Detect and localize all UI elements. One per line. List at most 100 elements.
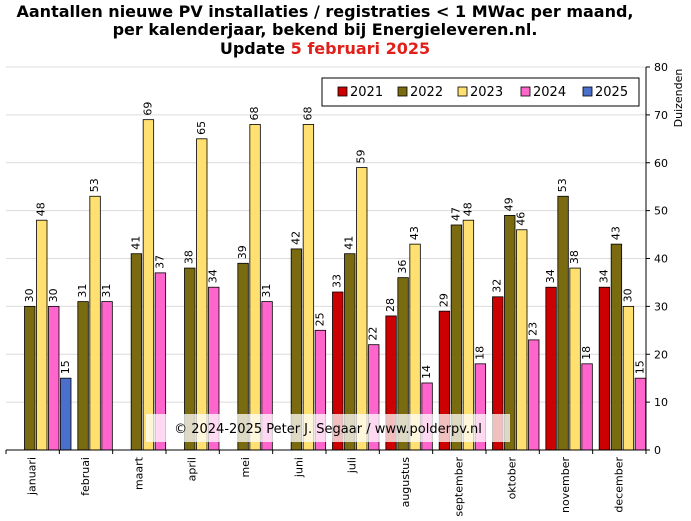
value-label: 23 (527, 322, 540, 336)
bar-2023-januari (36, 219, 48, 451)
legend-label-2021: 2021 (350, 85, 383, 100)
y-tick-label: 50 (654, 205, 668, 218)
bar-2024-november (581, 363, 593, 451)
bar-2023-juni (302, 124, 315, 451)
value-label: 68 (301, 106, 314, 120)
legend-swatch-2023 (457, 86, 468, 97)
x-tick-label: januari (26, 457, 39, 496)
value-label: 18 (580, 346, 593, 360)
value-label: 43 (408, 226, 421, 240)
value-label: 15 (59, 360, 72, 374)
value-label: 37 (153, 255, 166, 269)
legend-label-2025: 2025 (595, 85, 628, 100)
y-tick-label: 30 (654, 300, 668, 313)
value-label: 34 (207, 269, 220, 283)
value-label: 47 (449, 207, 462, 221)
x-tick-label: juli (346, 457, 359, 474)
bar-2025-januari (60, 377, 72, 451)
y-tick-label: 70 (654, 109, 668, 122)
bar-2024-december (634, 377, 647, 451)
axes (5, 66, 650, 454)
bar-2024-oktober (528, 339, 540, 451)
value-label: 28 (384, 298, 397, 312)
copyright-text: © 2024-2025 Peter J. Segaar / www.polder… (174, 422, 482, 437)
x-tick-label: maart (132, 456, 145, 490)
value-label: 48 (461, 202, 474, 216)
value-label: 34 (544, 269, 557, 283)
value-label: 39 (236, 245, 249, 259)
value-label: 65 (195, 121, 208, 135)
x-tick-label: februai (79, 457, 92, 496)
value-labels: 30 48 30 15 31 53 31 41 69 37 38 65 34 39 68 31 42 68 25 33… (23, 102, 647, 379)
legend-swatch-2021 (337, 86, 348, 97)
x-tick-label: mei (239, 457, 252, 478)
value-label: 33 (331, 274, 344, 288)
x-tick-label: november (559, 457, 572, 513)
copyright-box: © 2024-2025 Peter J. Segaar / www.polder… (146, 414, 510, 442)
y-tick-label: 60 (654, 157, 668, 170)
y-tick-label: 10 (654, 396, 668, 409)
bar-2023-maart (142, 119, 155, 451)
bar-2023-oktober (516, 229, 528, 451)
value-label: 38 (183, 250, 196, 264)
chart-title-line-2: per kalenderjaar, bekend bij Energieleve… (113, 20, 538, 39)
y-tick-label: 80 (654, 61, 668, 74)
x-tick-label: december (612, 457, 625, 513)
x-tick-label: april (186, 457, 199, 481)
value-label: 31 (260, 284, 273, 298)
bar-2022-november (557, 195, 569, 451)
bar-2024-januari (48, 305, 60, 451)
x-tick-label: september (452, 457, 465, 517)
value-label: 30 (47, 288, 60, 302)
value-label: 29 (437, 293, 450, 307)
bar-2023-april (196, 138, 208, 451)
value-label: 43 (609, 226, 622, 240)
value-label: 41 (129, 236, 142, 250)
bar-2023-november (569, 267, 581, 451)
value-label: 69 (141, 102, 154, 116)
x-tick-label: oktober (506, 457, 519, 500)
y-axis-label: Duizenden (672, 69, 685, 128)
value-label: 49 (503, 197, 516, 211)
value-label: 25 (313, 312, 326, 326)
y-tick-label: 0 (654, 444, 661, 457)
value-label: 36 (396, 260, 409, 274)
legend-swatch-2022 (397, 86, 408, 97)
value-label: 68 (248, 106, 261, 120)
value-label: 22 (367, 327, 380, 341)
value-label: 18 (473, 346, 486, 360)
y-tick-label: 20 (654, 348, 668, 361)
value-label: 34 (597, 269, 610, 283)
value-label: 31 (76, 284, 89, 298)
y-tick-label: 40 (654, 253, 668, 266)
value-label: 14 (420, 365, 433, 379)
value-label: 53 (88, 178, 101, 192)
bar-2022-maart (130, 253, 143, 451)
value-label: 59 (355, 150, 368, 164)
bar-2023-mei (249, 124, 261, 451)
update-prefix: Update (220, 39, 291, 58)
legend-label-2024: 2024 (533, 85, 566, 100)
value-label: 32 (491, 279, 504, 293)
legend-label-2022: 2022 (410, 85, 443, 100)
x-tick-label: juni (292, 457, 305, 478)
x-tick-labels: januari februai maart april mei juni juli augus… (26, 456, 626, 516)
bar-2021-november (545, 286, 557, 451)
bar-2023-februai (89, 195, 101, 451)
chart-title-line-1: Aantallen nieuwe PV installaties / regis… (17, 2, 634, 21)
bar-2023-december (622, 305, 635, 451)
value-label: 46 (515, 212, 528, 226)
value-label: 41 (343, 236, 356, 250)
value-label: 31 (100, 284, 113, 298)
value-label: 48 (35, 202, 48, 216)
chart-title-update: Update 5 februari 2025 (220, 39, 430, 58)
bar-2022-januari (24, 305, 36, 451)
bar-2022-december (610, 243, 623, 451)
legend-swatch-2025 (582, 86, 593, 97)
bar-2022-februai (77, 301, 89, 451)
value-label: 38 (568, 250, 581, 264)
bar-2024-februai (101, 301, 113, 451)
y-tick-labels: 0 10 20 30 40 50 60 70 80 (654, 61, 668, 457)
value-label: 30 (621, 288, 634, 302)
update-date: 5 februari 2025 (291, 39, 431, 58)
